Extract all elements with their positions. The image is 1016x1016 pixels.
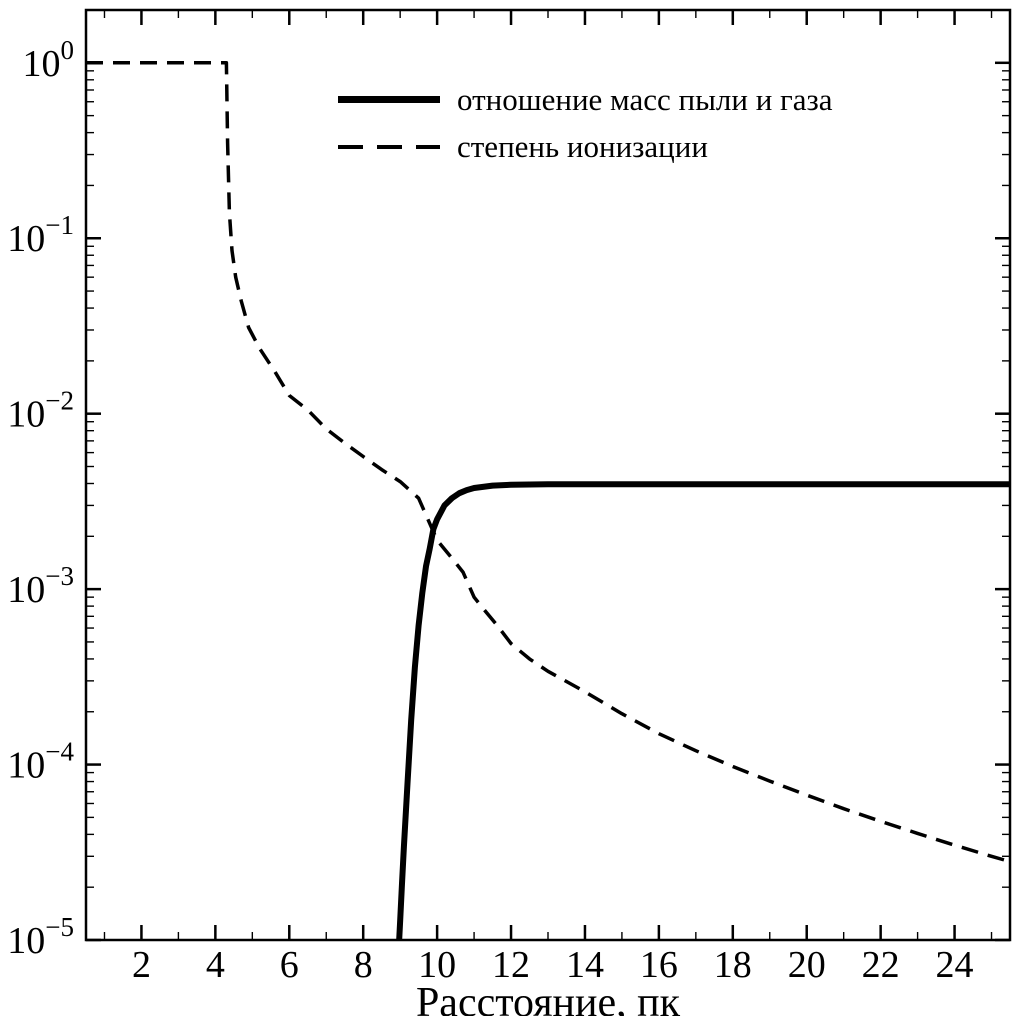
y-tick-label: 10−5 bbox=[7, 912, 74, 962]
y-tick-label: 10−3 bbox=[7, 561, 74, 611]
y-tick-label: 10−1 bbox=[7, 210, 74, 260]
y-tick-label: 10−2 bbox=[7, 386, 74, 436]
legend-label-dust-to-gas-ratio: отношение масс пыли и газа bbox=[457, 82, 833, 117]
legend: отношение масс пыли и газа степень иониз… bbox=[338, 76, 833, 170]
x-axis-ticks: 2 4 6 8 10 12 14 16 18 20 22 24 bbox=[103, 10, 993, 986]
x-tick-label: 24 bbox=[936, 944, 974, 986]
x-tick-label: 22 bbox=[862, 944, 900, 986]
series-ionization-degree bbox=[86, 61, 1010, 864]
x-tick-label: 10 bbox=[418, 944, 456, 986]
x-tick-label: 12 bbox=[492, 944, 530, 986]
y-tick-label: 10−4 bbox=[7, 737, 74, 787]
x-tick-label: 4 bbox=[206, 944, 225, 986]
plot-frame bbox=[84, 8, 1012, 942]
x-tick-label: 2 bbox=[132, 944, 151, 986]
y-tick-label: 100 bbox=[23, 35, 75, 85]
x-tick-label: 8 bbox=[354, 944, 373, 986]
legend-label-ionization-degree: степень ионизации bbox=[457, 129, 708, 164]
x-tick-label: 14 bbox=[566, 944, 604, 986]
x-tick-label: 16 bbox=[640, 944, 678, 986]
legend-item-dust-to-gas-ratio: отношение масс пыли и газа bbox=[338, 76, 833, 123]
legend-dashed-line-sample bbox=[338, 144, 440, 149]
legend-solid-line-sample bbox=[338, 96, 440, 103]
x-tick-label: 20 bbox=[788, 944, 826, 986]
x-tick-label: 6 bbox=[280, 944, 299, 986]
series-dust-to-gas-ratio bbox=[396, 481, 1010, 940]
x-axis-label: Расстояние, пк bbox=[415, 980, 681, 1016]
legend-item-ionization-degree: степень ионизации bbox=[338, 123, 833, 170]
x-tick-label: 18 bbox=[714, 944, 752, 986]
